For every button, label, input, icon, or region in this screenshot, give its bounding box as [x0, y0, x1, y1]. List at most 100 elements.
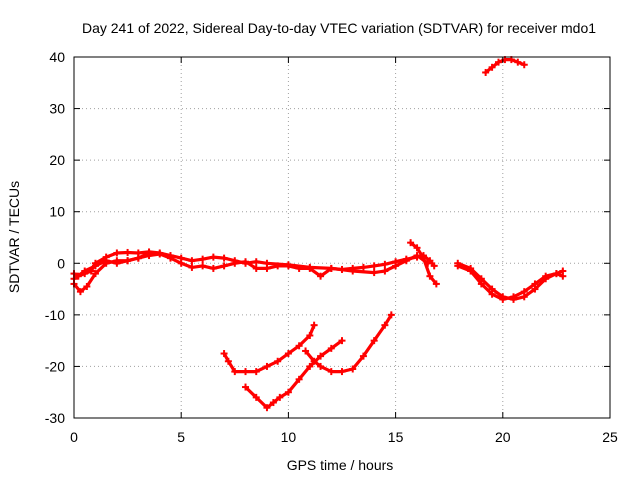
data-point [520, 288, 528, 296]
data-point [306, 362, 314, 370]
data-point [381, 267, 389, 275]
data-point [559, 272, 567, 280]
data-point [231, 259, 239, 267]
data-point [224, 357, 232, 365]
data-point [370, 269, 378, 277]
data-point [432, 280, 440, 288]
data-point [263, 404, 271, 412]
data-point [263, 362, 271, 370]
data-point [327, 368, 335, 376]
data-point [499, 295, 507, 303]
data-point [488, 290, 496, 298]
data-point [514, 58, 522, 66]
data-point [220, 254, 228, 262]
data-point [284, 388, 292, 396]
data-point [306, 264, 314, 272]
data-point [284, 262, 292, 270]
data-point [269, 399, 277, 407]
data-point [81, 267, 89, 275]
data-point [295, 264, 303, 272]
data-point [488, 63, 496, 71]
data-point [317, 352, 325, 360]
data-point [359, 352, 367, 360]
x-tick-label: 15 [388, 429, 404, 445]
data-point [242, 383, 250, 391]
data-point [419, 254, 427, 262]
data-point [102, 257, 110, 265]
data-point [387, 311, 395, 319]
data-point [220, 350, 228, 358]
data-point [177, 259, 185, 267]
plot-frame [73, 56, 611, 419]
data-point [91, 270, 99, 278]
chart-title: Day 241 of 2022, Sidereal Day-to-day VTE… [82, 20, 596, 36]
data-point [317, 362, 325, 370]
data-point [276, 393, 284, 401]
y-tick-label: 10 [49, 204, 65, 220]
data-point [242, 368, 250, 376]
data-point [317, 272, 325, 280]
data-point [199, 255, 207, 263]
grid [74, 57, 610, 418]
data-point [349, 365, 357, 373]
data-point [252, 258, 260, 266]
data-point [467, 267, 475, 275]
data-point [327, 264, 335, 272]
data-point [113, 249, 121, 257]
data-point [430, 262, 438, 270]
y-tick-label: 20 [49, 152, 65, 168]
data-point [520, 61, 528, 69]
data-point [113, 259, 121, 267]
data-point [482, 68, 490, 76]
data-point [199, 262, 207, 270]
data-point [338, 368, 346, 376]
data-point [302, 347, 310, 355]
data-point [252, 368, 260, 376]
y-tick-label: 0 [57, 255, 65, 271]
data-layer [70, 56, 567, 412]
data-point [134, 254, 142, 262]
data-point [295, 342, 303, 350]
data-point [83, 282, 91, 290]
y-tick-label: -10 [45, 307, 65, 323]
x-tick-label: 20 [495, 429, 511, 445]
series-track-g [304, 313, 393, 374]
data-point [284, 350, 292, 358]
x-tick-label: 25 [602, 429, 618, 445]
data-point [477, 280, 485, 288]
data-point [370, 262, 378, 270]
data-point [156, 250, 164, 258]
data-point [231, 368, 239, 376]
data-point [381, 260, 389, 268]
data-point [166, 254, 174, 262]
series-track-e [222, 323, 316, 374]
data-point [310, 357, 318, 365]
y-tick-label: 40 [49, 49, 65, 65]
data-point [310, 321, 318, 329]
data-point [91, 262, 99, 270]
x-tick-label: 0 [70, 429, 78, 445]
data-point [252, 393, 260, 401]
data-point [531, 280, 539, 288]
data-point [552, 270, 560, 278]
data-point [510, 293, 518, 301]
x-tick-label: 10 [281, 429, 297, 445]
data-point [413, 244, 421, 252]
data-point [145, 249, 153, 257]
data-point [495, 58, 503, 66]
data-point [370, 337, 378, 345]
data-point [124, 248, 132, 256]
data-point [188, 263, 196, 271]
data-point [263, 264, 271, 272]
data-point [327, 344, 335, 352]
data-point [349, 267, 357, 275]
x-tick-label: 5 [177, 429, 185, 445]
y-tick-label: -20 [45, 358, 65, 374]
data-point [338, 337, 346, 345]
data-point [359, 263, 367, 271]
data-point [209, 253, 217, 261]
data-point [188, 257, 196, 265]
data-point [426, 272, 434, 280]
data-point [76, 288, 84, 296]
